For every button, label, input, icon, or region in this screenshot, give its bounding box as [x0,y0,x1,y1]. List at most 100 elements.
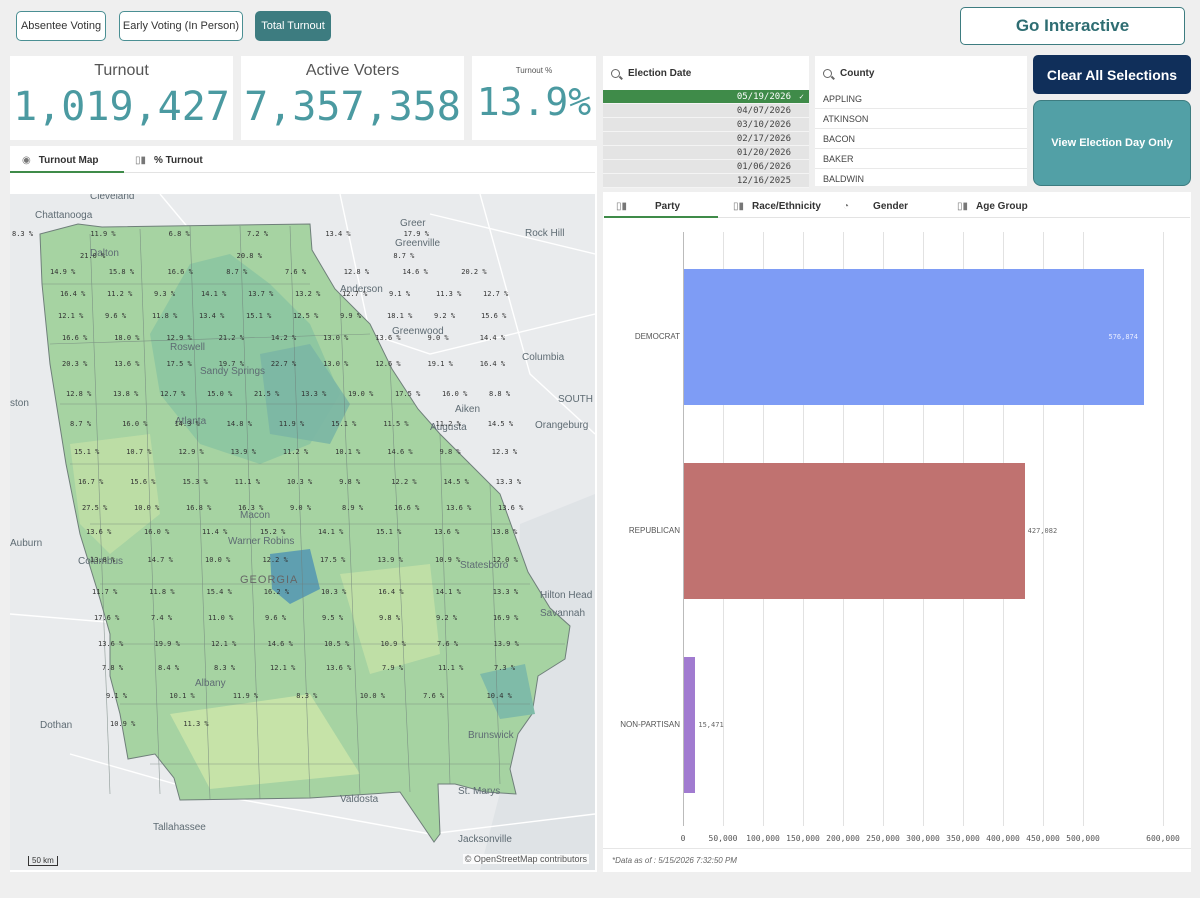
county-value-label[interactable]: 6.8 % [168,230,190,238]
county-value-label[interactable]: 20.2 % [461,268,487,276]
county-value-label[interactable]: 13.3 % [492,588,519,596]
county-value-label[interactable]: 13.6 % [86,528,112,536]
county-value-label[interactable]: 10.1 % [335,448,361,456]
county-value-label[interactable]: 10.0 % [134,504,160,512]
map-attribution[interactable]: © OpenStreetMap contributors [462,854,589,864]
county-value-label[interactable]: 11.9 % [232,692,259,700]
absentee-voting-button[interactable]: Absentee Voting [16,11,106,41]
county-value-label[interactable]: 12.1 % [270,664,296,672]
county-value-label[interactable]: 13.3 % [495,478,522,486]
county-value-label[interactable]: 11.2 % [282,448,309,456]
county-value-label[interactable]: 10.0 % [359,692,385,700]
county-value-label[interactable]: 10.1 % [169,692,195,700]
total-turnout-button[interactable]: Total Turnout [255,11,331,41]
county-value-label[interactable]: 12.8 % [343,268,370,276]
county-value-label[interactable]: 9.8 % [439,448,461,456]
county-item[interactable]: ATKINSON [815,109,1027,129]
county-value-label[interactable]: 13.6 % [498,504,524,512]
county-value-label[interactable]: 20.3 % [62,360,88,368]
county-value-label[interactable]: 18.1 % [387,312,413,320]
county-value-label[interactable]: 12.9 % [178,448,204,456]
county-value-label[interactable]: 7.3 % [494,664,516,672]
county-value-label[interactable]: 13.2 % [295,290,321,298]
county-value-label[interactable]: 15.1 % [74,448,100,456]
county-value-label[interactable]: 14.1 % [318,528,344,536]
county-item[interactable]: BALDWIN [815,169,1027,186]
county-value-label[interactable]: 7.6 % [285,268,307,276]
county-value-label[interactable]: 16.6 % [394,504,420,512]
county-value-label[interactable]: 14.7 % [147,556,173,564]
county-value-label[interactable]: 11.8 % [149,588,175,596]
bar-republican[interactable] [683,463,1025,599]
county-value-label[interactable]: 13.8 % [113,390,139,398]
county-value-label[interactable]: 15.3 % [182,478,208,486]
county-value-label[interactable]: 14.2 % [270,334,297,342]
county-value-label[interactable]: 10.0 % [205,556,231,564]
county-item[interactable]: APPLING [815,89,1027,109]
county-value-label[interactable]: 13.9 % [230,448,256,456]
county-value-label[interactable]: 12.9 % [166,334,192,342]
county-value-label[interactable]: 7.4 % [151,614,173,622]
county-value-label[interactable]: 19.0 % [348,390,374,398]
county-value-label[interactable]: 10.4 % [486,692,512,700]
county-value-label[interactable]: 11.2 % [435,420,461,428]
county-value-label[interactable]: 11.9 % [278,420,305,428]
county-item[interactable]: BACON [815,129,1027,149]
tab-race[interactable]: ▯▮ Race/Ethnicity [733,199,821,213]
county-value-label[interactable]: 16.6 % [167,268,193,276]
county-value-label[interactable]: 11.8 % [152,312,178,320]
county-value-label[interactable]: 16.0 % [122,420,148,428]
election-date-item[interactable]: 03/10/2026 [603,118,809,132]
county-value-label[interactable]: 16.0 % [442,390,468,398]
county-value-label[interactable]: 21.2 % [218,334,244,342]
county-value-label[interactable]: 12.2 % [391,478,417,486]
county-value-label[interactable]: 8.9 % [342,504,364,512]
county-value-label[interactable]: 9.0 % [427,334,449,342]
tab-pct-turnout[interactable]: ▯▮ % Turnout [135,153,203,167]
county-value-label[interactable]: 19.9 % [154,640,180,648]
county-value-label[interactable]: 13.8 % [90,556,116,564]
county-value-label[interactable]: 17.5 % [166,360,192,368]
county-value-label[interactable]: 16.8 % [186,504,212,512]
county-value-label[interactable]: 17.9 % [403,230,429,238]
county-value-label[interactable]: 11.0 % [208,614,234,622]
county-value-label[interactable]: 8.3 % [296,692,318,700]
county-value-label[interactable]: 12.8 % [66,390,92,398]
election-date-item[interactable]: 02/17/2026 [603,132,809,146]
county-value-label[interactable]: 15.1 % [246,312,272,320]
county-value-label[interactable]: 27.5 % [82,504,108,512]
county-value-label[interactable]: 10.9 % [435,556,461,564]
county-value-label[interactable]: 11.3 % [436,290,462,298]
county-value-label[interactable]: 11.5 % [383,420,409,428]
county-value-label[interactable]: 8.3 % [214,664,236,672]
county-value-label[interactable]: 17.5 % [320,556,346,564]
county-value-label[interactable]: 13.6 % [434,528,460,536]
county-value-label[interactable]: 12.7 % [342,290,368,298]
county-value-label[interactable]: 10.3 % [321,588,347,596]
county-value-label[interactable]: 14.9 % [50,268,76,276]
county-value-label[interactable]: 8.7 % [226,268,248,276]
county-value-label[interactable]: 15.4 % [206,588,232,596]
county-value-label[interactable]: 13.6 % [446,504,472,512]
election-date-item[interactable]: 01/20/2026 [603,146,809,160]
county-value-label[interactable]: 21.5 % [254,390,280,398]
county-value-label[interactable]: 13.6 % [98,640,124,648]
county-value-label[interactable]: 13.0 % [323,334,349,342]
county-value-label[interactable]: 15.0 % [207,390,233,398]
county-value-label[interactable]: 12.6 % [375,360,401,368]
county-value-label[interactable]: 14.6 % [402,268,428,276]
county-value-label[interactable]: 12.5 % [293,312,319,320]
county-value-label[interactable]: 9.2 % [434,312,456,320]
county-value-label[interactable]: 10.3 % [286,478,313,486]
county-value-label[interactable]: 16.4 % [479,360,506,368]
county-value-label[interactable]: 11.3 % [183,720,209,728]
county-value-label[interactable]: 7.2 % [247,230,269,238]
county-value-label[interactable]: 11.4 % [202,528,228,536]
county-value-label[interactable]: 10.9 % [380,640,406,648]
county-value-label[interactable]: 10.9 % [110,720,136,728]
county-value-label[interactable]: 15.1 % [376,528,402,536]
county-value-label[interactable]: 13.6 % [375,334,401,342]
county-value-label[interactable]: 13.4 % [325,230,351,238]
county-value-label[interactable]: 12.1 % [58,312,84,320]
county-value-label[interactable]: 8.3 % [12,230,34,238]
